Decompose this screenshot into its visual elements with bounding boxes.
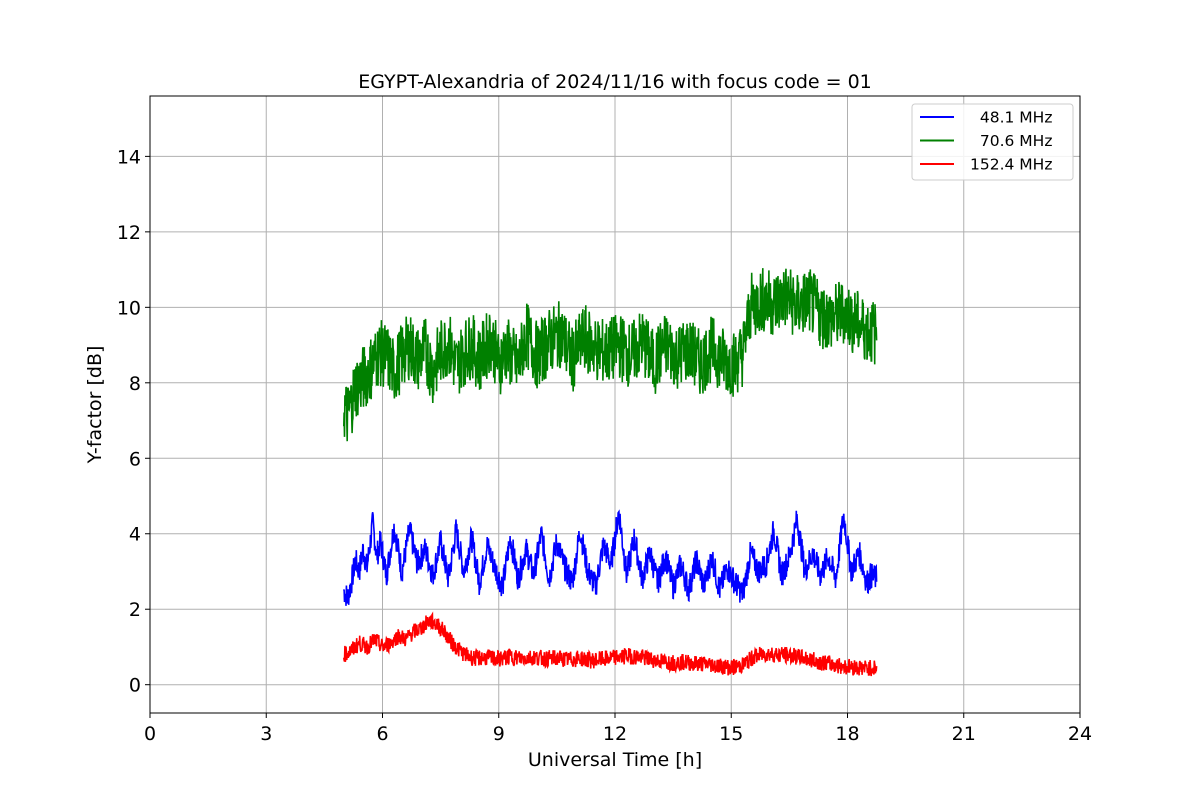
- y-tick-label: 12: [117, 222, 141, 244]
- y-tick-label: 8: [129, 373, 141, 395]
- y-axis-label: Y-factor [dB]: [84, 346, 106, 465]
- y-tick-label: 6: [129, 448, 141, 470]
- x-tick-label: 18: [835, 723, 859, 745]
- plot-area: [343, 268, 878, 677]
- legend: 48.1 MHz 70.6 MHz 152.4 MHz: [911, 103, 1074, 181]
- x-axis: 0 3 6 9 12 15 18 21 24: [144, 713, 1092, 745]
- series-line-2: [343, 611, 878, 677]
- y-tick-label: 0: [129, 675, 141, 697]
- chart-title: EGYPT-Alexandria of 2024/11/16 with focu…: [358, 71, 872, 93]
- legend-frame: [911, 103, 1074, 181]
- y-tick-label: 14: [117, 146, 141, 168]
- x-axis-label: Universal Time [h]: [528, 749, 702, 771]
- legend-label: 48.1 MHz: [970, 109, 1052, 127]
- x-tick-label: 15: [719, 723, 743, 745]
- y-tick-label: 2: [129, 599, 141, 621]
- y-axis: 0 2 4 6 8 10 12 14: [117, 146, 150, 697]
- x-tick-label: 3: [260, 723, 272, 745]
- x-tick-label: 0: [144, 723, 156, 745]
- x-tick-label: 6: [376, 723, 388, 745]
- x-tick-label: 24: [1068, 723, 1092, 745]
- series-line-0: [343, 509, 878, 606]
- legend-label: 152.4 MHz: [970, 156, 1052, 174]
- y-tick-label: 10: [117, 297, 141, 319]
- x-tick-label: 9: [493, 723, 505, 745]
- x-tick-label: 12: [603, 723, 627, 745]
- y-tick-label: 4: [129, 524, 141, 546]
- series-line-1: [343, 268, 878, 442]
- legend-label: 70.6 MHz: [970, 132, 1052, 150]
- x-tick-label: 21: [952, 723, 976, 745]
